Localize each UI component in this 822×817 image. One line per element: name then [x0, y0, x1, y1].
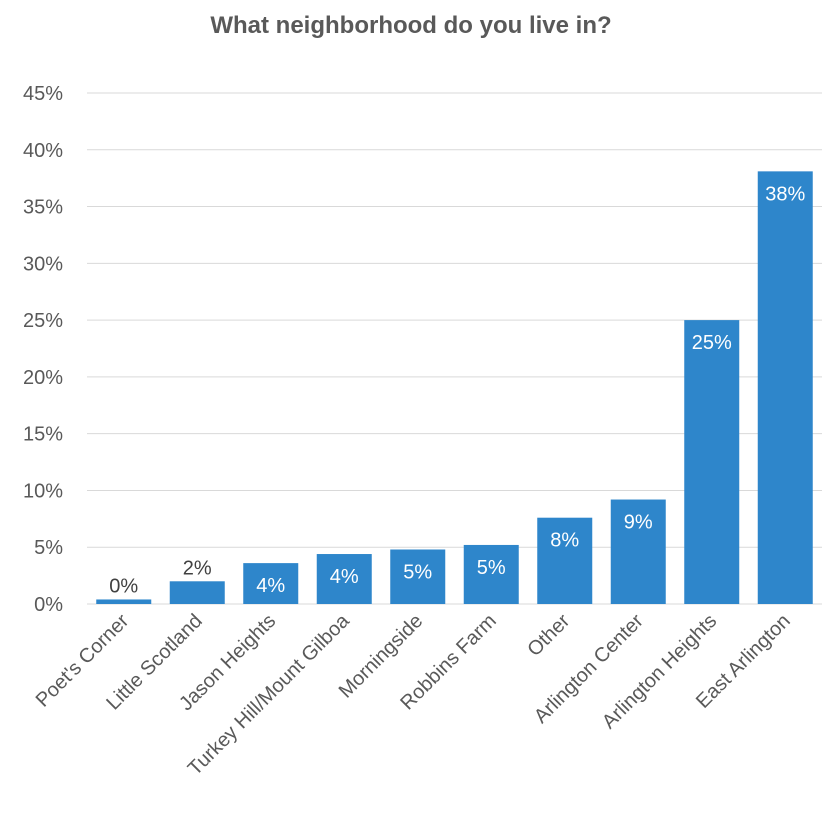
category-label: Other: [523, 610, 574, 661]
data-label: 4%: [256, 575, 285, 597]
bar: [243, 563, 299, 604]
y-tick-label: 40%: [23, 140, 63, 162]
data-label: 4%: [330, 566, 359, 588]
data-label: 38%: [765, 183, 805, 205]
y-axis-ticks: 0% 5% 10% 15% 20% 25% 30% 35% 40% 45%: [23, 83, 63, 616]
data-label: 8%: [550, 530, 579, 552]
data-label: 9%: [624, 512, 653, 534]
y-tick-label: 5%: [34, 537, 63, 559]
data-label: 2%: [183, 557, 212, 579]
gridlines: [87, 92, 822, 605]
y-tick-label: 20%: [23, 367, 63, 389]
y-tick-label: 45%: [23, 83, 63, 105]
y-tick-label: 35%: [23, 197, 63, 219]
data-label: 5%: [477, 557, 506, 579]
y-tick-label: 25%: [23, 310, 63, 332]
data-label: 0%: [109, 575, 138, 597]
bar: [537, 517, 593, 604]
y-tick-label: 10%: [23, 480, 63, 502]
data-labels: 0% 2% 4% 4% 5% 5% 8% 9% 25% 38%: [109, 183, 805, 597]
bar: [463, 544, 519, 604]
bar: [390, 549, 446, 604]
bar: [169, 581, 225, 604]
chart-title: What neighborhood do you live in?: [210, 12, 612, 39]
y-tick-label: 15%: [23, 424, 63, 446]
data-label: 25%: [692, 332, 732, 354]
y-tick-label: 0%: [34, 594, 63, 616]
bars: [96, 171, 813, 604]
bar: [757, 171, 813, 604]
bar: [610, 499, 666, 604]
bar: [96, 599, 152, 604]
data-label: 5%: [403, 561, 432, 583]
bar: [316, 554, 372, 604]
bar: [684, 320, 740, 604]
y-tick-label: 30%: [23, 253, 63, 275]
